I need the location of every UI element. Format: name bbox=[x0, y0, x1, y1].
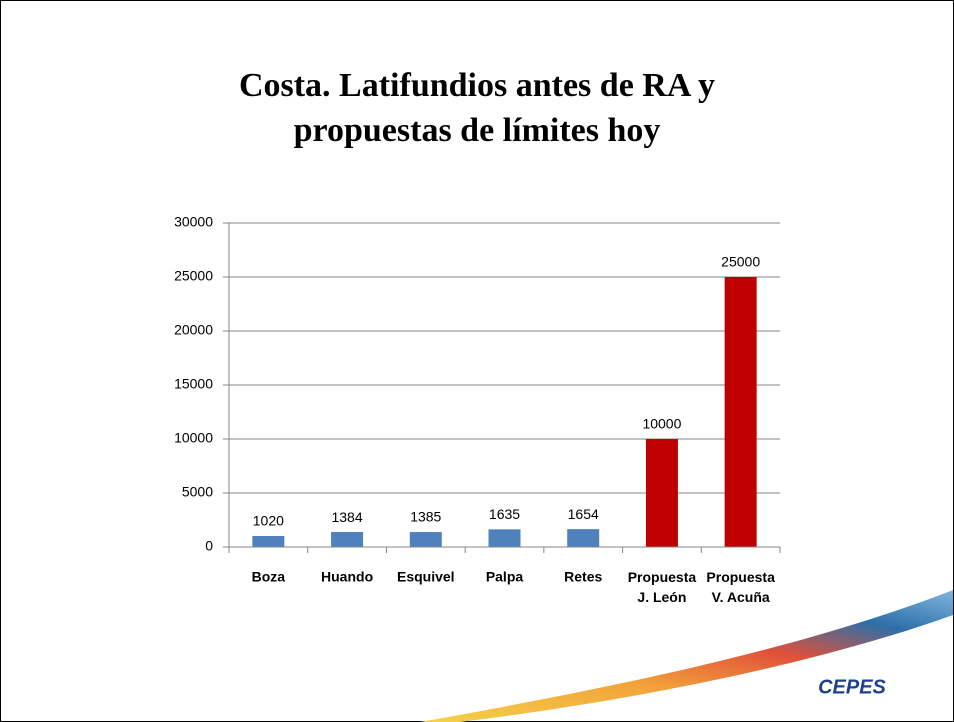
y-tick-label: 30000 bbox=[174, 214, 213, 230]
y-tick-label: 15000 bbox=[174, 376, 213, 392]
chart-title-2: propuestas de límites hoy bbox=[294, 112, 661, 149]
x-tick-label: Huando bbox=[321, 569, 373, 585]
bar bbox=[645, 439, 678, 547]
logo: CEPES bbox=[818, 676, 886, 698]
data-label: 1385 bbox=[410, 509, 441, 525]
chart-title: Costa. Latifundios antes de RA y bbox=[239, 67, 715, 104]
x-tick-label: Boza bbox=[252, 569, 286, 585]
x-tick-line: V. Acuña bbox=[712, 589, 770, 605]
y-tick-label: 0 bbox=[205, 538, 213, 554]
y-tick-label: 10000 bbox=[174, 430, 213, 446]
data-label: 25000 bbox=[721, 254, 760, 270]
bar bbox=[488, 529, 521, 547]
bar bbox=[252, 535, 285, 547]
bar bbox=[724, 277, 757, 547]
x-tick-label: Propuesta J. León bbox=[628, 569, 697, 605]
x-tick-line: Propuesta bbox=[706, 569, 775, 585]
x-tick-line: J. León bbox=[637, 589, 686, 605]
data-label: 1654 bbox=[568, 506, 599, 522]
data-label: 1635 bbox=[489, 506, 520, 522]
x-tick-label: Esquivel bbox=[397, 569, 455, 585]
bar bbox=[567, 529, 600, 547]
data-label: 10000 bbox=[642, 416, 681, 432]
data-label: 1020 bbox=[253, 513, 284, 529]
y-tick-label: 5000 bbox=[182, 484, 213, 500]
bar bbox=[409, 532, 442, 547]
title-line: Costa. Latifundios antes de RA y bbox=[239, 67, 715, 104]
bar bbox=[331, 532, 364, 547]
x-tick-label: Retes bbox=[564, 569, 602, 585]
title-line: propuestas de límites hoy bbox=[294, 112, 661, 149]
x-tick-label: Palpa bbox=[486, 569, 524, 585]
x-tick-line: Propuesta bbox=[628, 569, 697, 585]
data-label: 1384 bbox=[331, 509, 362, 525]
x-tick-label: Propuesta V. Acuña bbox=[706, 569, 775, 605]
y-tick-label: 20000 bbox=[174, 322, 213, 338]
y-tick-label: 25000 bbox=[174, 268, 213, 284]
